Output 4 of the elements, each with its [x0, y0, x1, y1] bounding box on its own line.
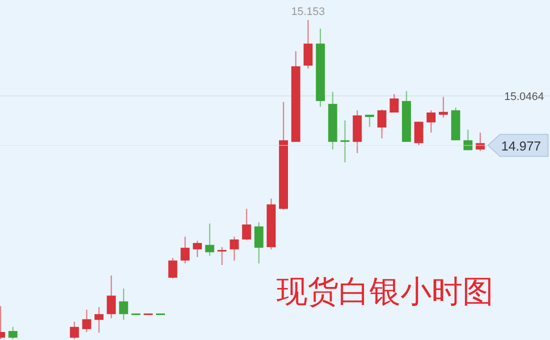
annotation: 15.0464: [504, 90, 544, 103]
text: 现货白银小时图: [276, 274, 494, 310]
annotation: 14.977: [501, 138, 541, 154]
annotation: 15.153: [291, 6, 325, 18]
